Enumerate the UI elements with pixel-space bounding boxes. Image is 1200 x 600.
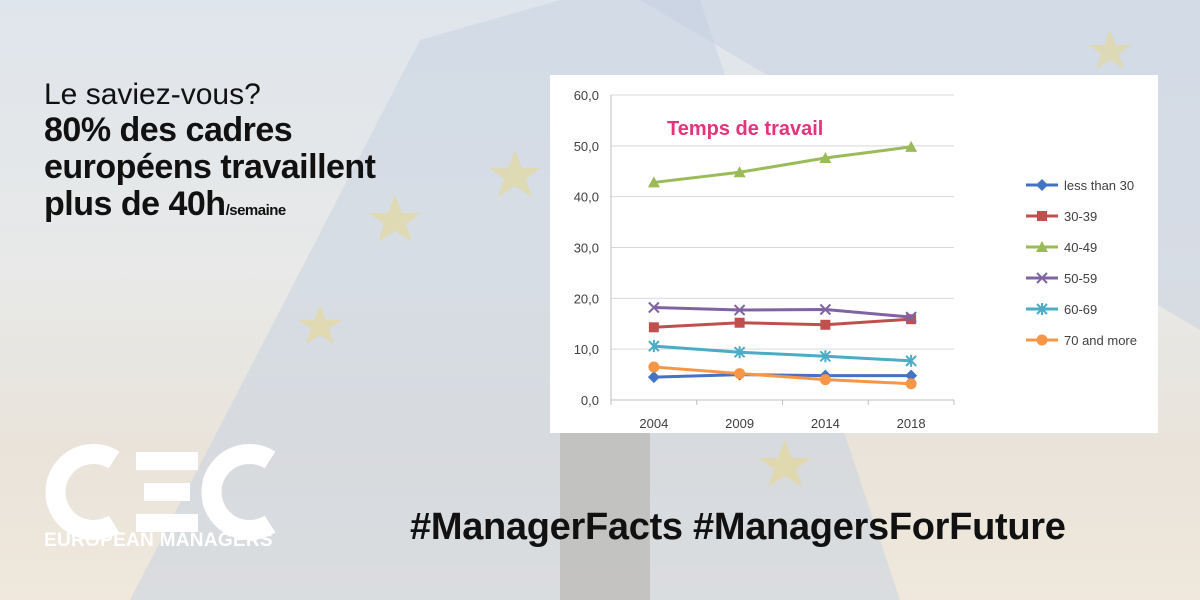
data-point [648, 301, 660, 314]
intro-question: Le saviez-vous? [44, 78, 261, 111]
data-point [905, 369, 918, 382]
data-point [648, 322, 659, 333]
data-point [733, 346, 746, 359]
data-point [733, 304, 746, 316]
data-point [820, 319, 831, 330]
intro-headline-line-3: plus de 40h/semaine [44, 186, 524, 229]
data-point [905, 311, 917, 323]
series-line-2 [653, 145, 912, 184]
chart-title: Temps de travail [667, 118, 823, 140]
legend-label: 40-49 [1064, 240, 1097, 255]
y-tick-label: 30,0 [574, 241, 599, 256]
x-tick-label: 2014 [811, 416, 840, 431]
legend-label: 30-39 [1064, 209, 1097, 224]
data-point [733, 166, 746, 178]
data-point [734, 317, 745, 328]
y-tick-label: 0,0 [581, 393, 599, 408]
data-point [906, 314, 917, 325]
series-line-4 [653, 344, 912, 363]
y-tick-label: 20,0 [574, 291, 599, 306]
series-line-3 [653, 305, 912, 319]
data-point [819, 152, 832, 164]
chart-panel: 0,0 10,0 20,0 30,0 40,0 50,0 60,0 2004 2009 2014 2… [550, 75, 1158, 433]
cec-logo-icon [45, 444, 276, 540]
hashtags: #ManagerFacts #ManagersForFuture [410, 506, 1066, 548]
legend-label: 60-69 [1064, 302, 1097, 317]
y-tick-label: 50,0 [574, 139, 599, 154]
data-point [819, 374, 831, 386]
data-point [905, 378, 917, 390]
legend-label: 50-59 [1064, 271, 1097, 286]
intro-hours: plus de 40h [44, 185, 226, 223]
y-tick-label: 60,0 [574, 88, 599, 103]
y-tick-label: 10,0 [574, 342, 599, 357]
series-line-0 [653, 373, 912, 379]
series-line-1 [653, 317, 912, 329]
x-tick-label: 2018 [897, 416, 926, 431]
legend-label: 70 and more [1064, 333, 1137, 348]
y-tick-label: 40,0 [574, 190, 599, 205]
x-tick-label: 2009 [725, 416, 754, 431]
legend-marker [1036, 179, 1048, 191]
legend-marker [1036, 241, 1048, 252]
series-line-5 [653, 365, 912, 386]
intro-text-block: Le saviez-vous? 80% des cadres européens… [44, 78, 524, 229]
intro-unit: /semaine [225, 202, 287, 219]
data-point [905, 354, 917, 367]
data-point [819, 350, 832, 363]
x-tick-label: 2004 [639, 416, 668, 431]
logo-subtitle: EUROPEAN MANAGERS [44, 530, 273, 551]
legend-marker [1036, 334, 1048, 346]
data-point [905, 140, 918, 152]
legend-label: less than 30 [1064, 178, 1134, 193]
data-point [647, 371, 660, 384]
data-point [647, 176, 660, 188]
legend-marker [1036, 272, 1048, 284]
intro-headline-line-1: 80% des cadres [44, 111, 293, 149]
data-point [648, 340, 660, 353]
data-point [734, 368, 746, 380]
legend-marker [1037, 211, 1047, 221]
intro-headline-line-2: européens travaillent [44, 148, 376, 186]
legend-marker [1036, 303, 1048, 315]
data-point [819, 303, 832, 316]
data-point [648, 361, 660, 373]
line-chart: 0,0 10,0 20,0 30,0 40,0 50,0 60,0 2004 2009 2014 2… [574, 88, 1137, 431]
